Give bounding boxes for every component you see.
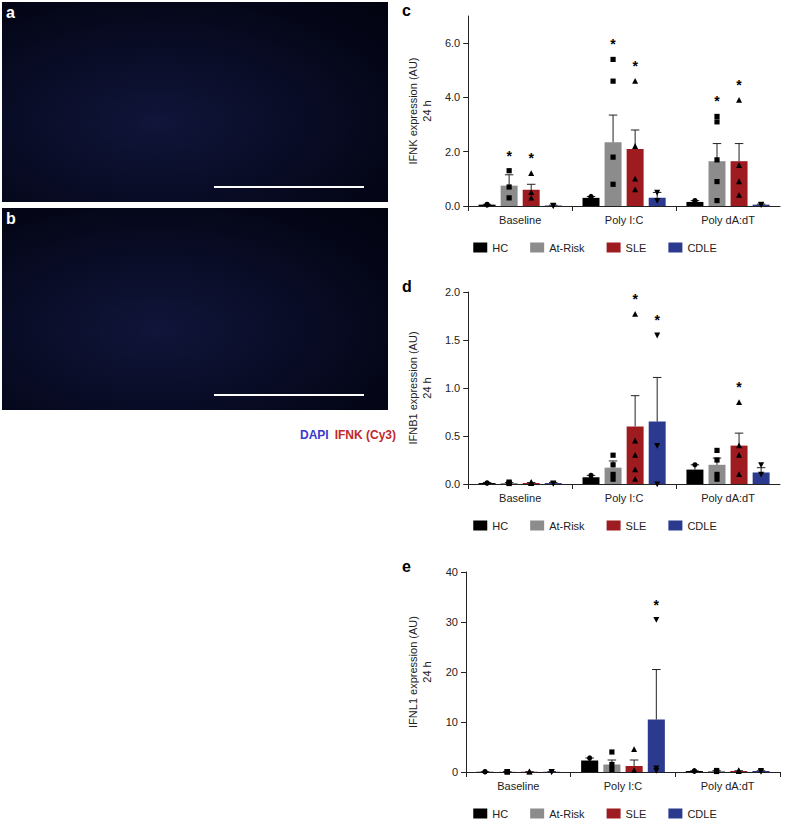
svg-text:40: 40 xyxy=(446,566,458,578)
svg-text:Poly I:C: Poly I:C xyxy=(605,214,644,226)
svg-text:At-Risk: At-Risk xyxy=(549,520,585,532)
svg-text:HC: HC xyxy=(492,808,508,820)
svg-text:HC: HC xyxy=(492,242,508,254)
svg-text:IFNK expression (AU): IFNK expression (AU) xyxy=(407,58,419,165)
svg-text:24 h: 24 h xyxy=(421,661,433,682)
svg-text:6.0: 6.0 xyxy=(445,37,460,49)
svg-text:*: * xyxy=(736,379,742,395)
svg-text:0.0: 0.0 xyxy=(445,478,460,490)
svg-text:Poly dA:dT: Poly dA:dT xyxy=(701,214,755,226)
svg-text:SLE: SLE xyxy=(626,242,647,254)
svg-text:IFNB1 expression (AU): IFNB1 expression (AU) xyxy=(407,331,419,444)
svg-text:*: * xyxy=(714,93,720,109)
svg-text:*: * xyxy=(528,150,534,166)
svg-text:CDLE: CDLE xyxy=(687,520,716,532)
svg-text:1.5: 1.5 xyxy=(445,334,460,346)
svg-text:HC: HC xyxy=(492,520,508,532)
svg-text:24 h: 24 h xyxy=(421,377,433,398)
svg-text:1.0: 1.0 xyxy=(445,382,460,394)
svg-text:*: * xyxy=(736,77,742,93)
svg-text:Baseline: Baseline xyxy=(497,780,539,792)
svg-text:0: 0 xyxy=(452,766,458,778)
html-text:DAPI: DAPI xyxy=(300,428,329,442)
svg-text:d: d xyxy=(402,278,412,295)
svg-text:20: 20 xyxy=(446,666,458,678)
svg-text:*: * xyxy=(654,312,660,328)
svg-text:IFNL1 expression (AU): IFNL1 expression (AU) xyxy=(407,616,419,728)
svg-text:24 h: 24 h xyxy=(421,100,433,121)
svg-text:30: 30 xyxy=(446,616,458,628)
html-text:IFNK (Cy3): IFNK (Cy3) xyxy=(334,428,396,442)
svg-text:2.0: 2.0 xyxy=(445,286,460,298)
svg-text:SLE: SLE xyxy=(626,520,647,532)
svg-text:Baseline: Baseline xyxy=(499,492,541,504)
svg-text:*: * xyxy=(506,148,512,164)
svg-text:10: 10 xyxy=(446,716,458,728)
svg-text:Baseline: Baseline xyxy=(499,214,541,226)
svg-text:*: * xyxy=(654,597,660,613)
svg-text:Poly dA:dT: Poly dA:dT xyxy=(701,780,755,792)
svg-text:Poly I:C: Poly I:C xyxy=(604,780,643,792)
svg-text:*: * xyxy=(610,36,616,52)
svg-text:c: c xyxy=(402,2,411,19)
svg-text:0.0: 0.0 xyxy=(445,200,460,212)
svg-text:SLE: SLE xyxy=(626,808,647,820)
svg-text:At-Risk: At-Risk xyxy=(549,808,585,820)
svg-text:*: * xyxy=(632,291,638,307)
html-text:b: b xyxy=(6,210,16,227)
svg-text:At-Risk: At-Risk xyxy=(549,242,585,254)
svg-text:4.0: 4.0 xyxy=(445,91,460,103)
svg-text:2.0: 2.0 xyxy=(445,146,460,158)
svg-text:Poly dA:dT: Poly dA:dT xyxy=(701,492,755,504)
svg-text:e: e xyxy=(402,558,411,575)
svg-text:0.5: 0.5 xyxy=(445,430,460,442)
svg-text:CDLE: CDLE xyxy=(687,808,716,820)
html-text:a: a xyxy=(6,4,15,21)
svg-text:*: * xyxy=(632,58,638,74)
svg-text:Poly I:C: Poly I:C xyxy=(605,492,644,504)
svg-text:CDLE: CDLE xyxy=(687,242,716,254)
